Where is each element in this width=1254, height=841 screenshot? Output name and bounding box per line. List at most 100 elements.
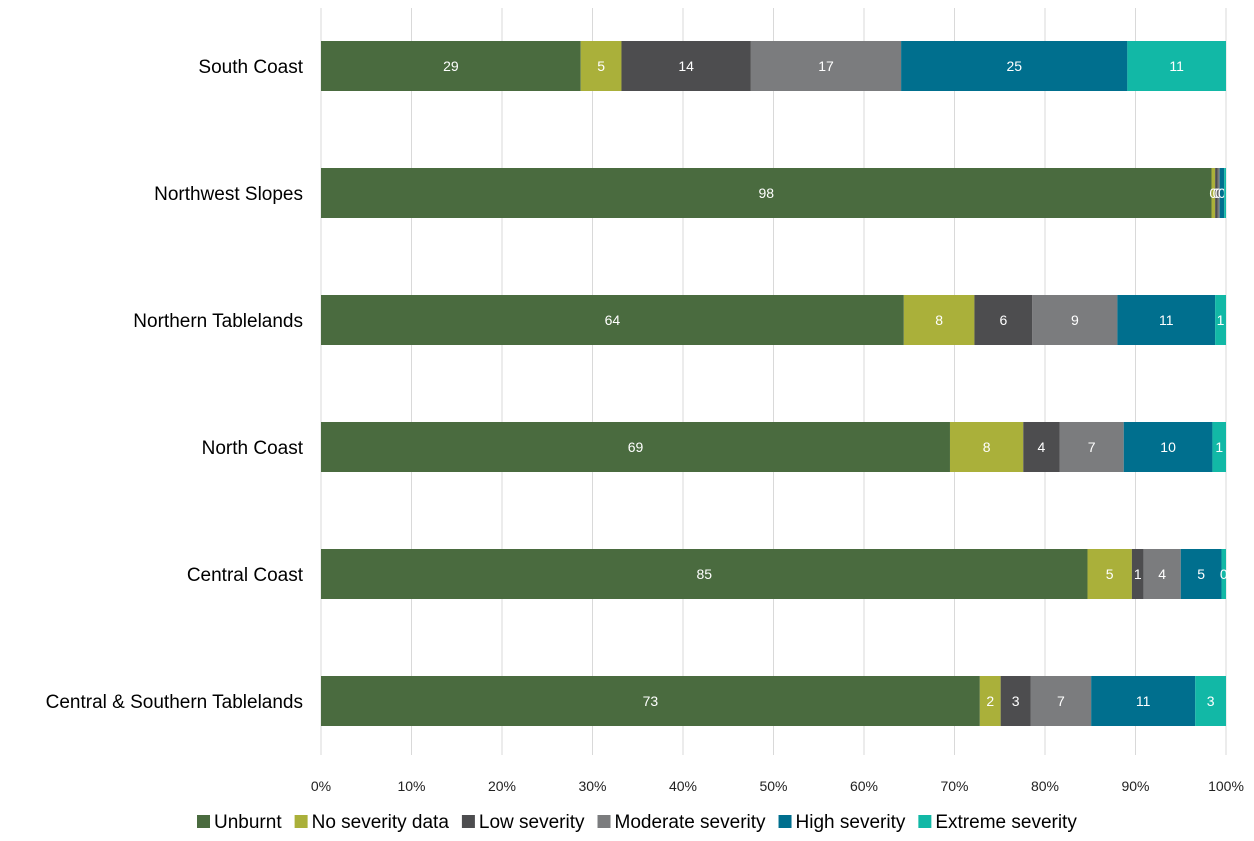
x-tick-label: 60% — [850, 778, 878, 794]
data-label: 5 — [597, 58, 605, 74]
bar-row: 73 2 3 7 11 3 — [321, 676, 1226, 726]
bar-segment — [321, 422, 950, 472]
category-label: Northwest Slopes — [154, 184, 303, 205]
bar-segment — [321, 676, 980, 726]
bar-segment — [621, 41, 751, 91]
data-label: 0 — [1213, 185, 1221, 201]
data-label: 98 — [758, 185, 774, 201]
data-label: 8 — [935, 312, 943, 328]
data-label: 3 — [1207, 693, 1215, 709]
x-axis-tick-labels: 0% 10% 20% 30% 40% 50% 60% 70% 80% 90% 100% — [311, 778, 1244, 794]
data-label: 11 — [1159, 312, 1174, 328]
data-label: 5 — [1106, 566, 1114, 582]
bar-segment — [321, 41, 581, 91]
legend-label: No severity data — [312, 812, 450, 833]
legend-swatch — [918, 815, 932, 828]
x-tick-label: 20% — [488, 778, 516, 794]
legend-swatch — [197, 815, 210, 828]
bar-segment — [1091, 676, 1196, 726]
bar-segment — [949, 422, 1024, 472]
bar-segment — [901, 41, 1128, 91]
category-label: Central Coast — [187, 565, 304, 586]
bar-segment — [1224, 168, 1226, 218]
category-label: North Coast — [202, 438, 304, 459]
data-label: 14 — [678, 58, 694, 74]
x-tick-label: 0% — [311, 778, 331, 794]
bar-segment — [750, 41, 902, 91]
data-label: 29 — [443, 58, 459, 74]
category-label: Central & Southern Tablelands — [46, 692, 303, 713]
bar-segment — [580, 41, 622, 91]
data-label: 85 — [696, 566, 712, 582]
bar-segment — [1030, 676, 1092, 726]
bar-segment — [1032, 295, 1118, 345]
data-label: 17 — [818, 58, 834, 74]
bar-segment — [1219, 168, 1225, 218]
legend-label: Extreme severity — [935, 812, 1077, 833]
legend-label: High severity — [796, 812, 906, 833]
data-label: 7 — [1057, 693, 1065, 709]
bar-segment — [1087, 549, 1132, 599]
x-tick-label: 50% — [759, 778, 787, 794]
gridlines — [320, 8, 1227, 755]
bar-row: 29 5 14 17 25 11 — [321, 41, 1226, 91]
data-label: 25 — [1006, 58, 1022, 74]
data-label: 11 — [1169, 58, 1184, 74]
data-label: 8 — [983, 439, 991, 455]
bar-segment — [1123, 422, 1213, 472]
bar-segment — [974, 295, 1033, 345]
bar-segment — [1212, 422, 1226, 472]
data-label: 0 — [1215, 185, 1223, 201]
data-label: 7 — [1088, 439, 1096, 455]
x-tick-label: 100% — [1208, 778, 1244, 794]
data-label: 0 — [1209, 185, 1217, 201]
legend-label: Low severity — [479, 812, 585, 833]
bar-row: 64 8 6 9 11 1 — [321, 295, 1226, 345]
data-label: 0 — [1218, 185, 1226, 201]
bar-segment — [903, 295, 975, 345]
bar-segment — [1117, 295, 1216, 345]
bar-segment — [1211, 168, 1216, 218]
data-label: 6 — [999, 312, 1007, 328]
legend-swatch — [597, 815, 611, 828]
bar-segment — [1000, 676, 1031, 726]
legend-swatch — [778, 815, 792, 828]
category-labels: South Coast Northwest Slopes Northern Tabl… — [46, 57, 304, 713]
legend-swatch — [294, 815, 308, 828]
bar-segment — [321, 295, 904, 345]
legend: Unburnt No severity data Low severity Moder… — [197, 812, 1077, 833]
category-label: Northern Tablelands — [133, 311, 303, 332]
x-tick-label: 40% — [669, 778, 697, 794]
data-label: 4 — [1158, 566, 1166, 582]
bar-segment — [1059, 422, 1124, 472]
bar-segment — [1221, 549, 1226, 599]
data-label: 5 — [1197, 566, 1205, 582]
data-label: 0 — [1220, 566, 1228, 582]
bar-segment — [321, 168, 1212, 218]
legend-label: Moderate severity — [615, 812, 767, 833]
bar-segment — [1215, 168, 1218, 218]
data-label: 4 — [1037, 439, 1045, 455]
bar-row: 69 8 4 7 10 1 — [321, 422, 1226, 472]
bar-segment — [1217, 168, 1220, 218]
legend-swatch — [461, 815, 475, 828]
data-label: 64 — [605, 312, 621, 328]
legend-item: Extreme severity — [918, 812, 1077, 833]
data-label: 1 — [1134, 566, 1142, 582]
data-label: 9 — [1071, 312, 1079, 328]
x-tick-label: 70% — [940, 778, 968, 794]
bar-segment — [1127, 41, 1226, 91]
bar-segment — [1215, 295, 1226, 345]
bar-segment — [1023, 422, 1060, 472]
legend-item: High severity — [778, 812, 906, 833]
legend-item: Moderate severity — [597, 812, 767, 833]
legend-label: Unburnt — [214, 812, 282, 833]
data-label: 73 — [643, 693, 659, 709]
bar-segment — [1180, 549, 1222, 599]
data-label: 1 — [1215, 439, 1223, 455]
data-label: 3 — [1012, 693, 1020, 709]
x-tick-label: 10% — [397, 778, 425, 794]
data-label: 2 — [986, 693, 994, 709]
